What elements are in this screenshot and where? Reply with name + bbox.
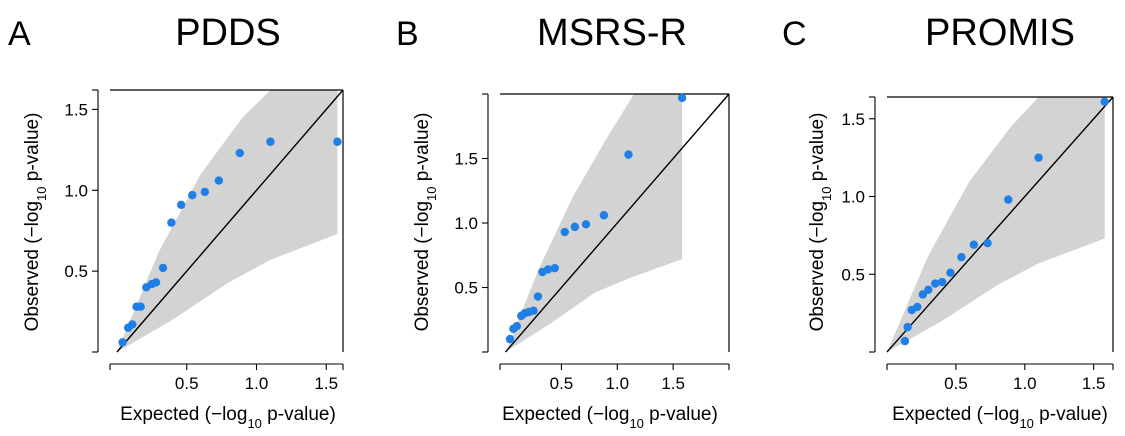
- y-tick-label: 0.5: [64, 262, 88, 281]
- data-point: [550, 263, 559, 273]
- data-point: [983, 238, 992, 248]
- data-point: [957, 252, 966, 262]
- data-point: [570, 222, 580, 232]
- y-tick-label: 1.0: [454, 214, 478, 233]
- data-point: [167, 218, 176, 227]
- confidence-band: [116, 90, 338, 352]
- data-point: [543, 265, 553, 274]
- data-point: [158, 263, 168, 273]
- data-point: [900, 336, 910, 346]
- data-point: [118, 338, 127, 347]
- panel-letter: A: [8, 15, 31, 53]
- data-point: [188, 190, 197, 200]
- data-point: [136, 302, 145, 311]
- y-tick-label: 1.0: [841, 188, 865, 207]
- x-axis-label: Expected (−log10 p-value): [892, 404, 1108, 431]
- data-point: [913, 302, 922, 312]
- data-point: [266, 137, 275, 146]
- data-point: [505, 334, 515, 344]
- x-tick-label: 1.5: [314, 374, 338, 393]
- y-axis-label: Observed (−log10 p-value): [412, 113, 439, 332]
- data-point: [1100, 97, 1109, 106]
- panel-letter: C: [782, 15, 807, 53]
- y-axis-label: Observed (−log10 p-value): [22, 113, 49, 332]
- data-point: [946, 268, 955, 277]
- data-point: [918, 290, 928, 299]
- y-tick-label: 1.5: [64, 100, 88, 119]
- x-tick-label: 1.0: [245, 374, 269, 393]
- identity-line: [116, 89, 344, 353]
- data-point: [333, 137, 342, 146]
- x-tick-label: 1.0: [1013, 374, 1037, 393]
- y-tick-label: 0.5: [841, 265, 865, 284]
- data-point: [533, 292, 543, 301]
- x-tick-label: 1.0: [605, 374, 629, 393]
- y-tick-label: 1.0: [64, 181, 88, 200]
- y-axis-label: Observed (−log10 p-value): [807, 113, 834, 332]
- x-axis-label: Expected (−log10 p-value): [120, 404, 336, 431]
- y-tick-label: 1.5: [841, 110, 865, 129]
- panel-title: MSRS-R: [537, 12, 687, 54]
- data-point: [599, 211, 609, 220]
- data-point: [1034, 153, 1043, 162]
- identity-line: [886, 96, 1114, 353]
- panel-title: PROMIS: [925, 12, 1075, 54]
- confidence-band: [505, 94, 683, 352]
- x-tick-label: 1.5: [661, 374, 685, 393]
- x-tick-label: 0.5: [175, 374, 199, 393]
- data-point: [924, 285, 933, 295]
- panel-c: C PROMIS 0.5 1.0 1.5 0.5 1.0 1.5 Expected (−log1…: [782, 12, 1114, 431]
- data-point: [969, 240, 979, 249]
- x-tick-label: 0.5: [550, 374, 574, 393]
- data-point: [581, 220, 591, 229]
- data-point: [529, 306, 538, 315]
- panel-title: PDDS: [175, 12, 281, 54]
- data-point: [677, 93, 687, 103]
- identity-line: [505, 93, 730, 353]
- data-point: [128, 320, 137, 329]
- y-tick-label: 1.5: [454, 150, 478, 169]
- data-point: [937, 277, 947, 287]
- panel-letter: B: [396, 15, 419, 53]
- data-point: [214, 176, 224, 185]
- panel-b: B MSRS-R 0.5 1.0 1.5 0.5 1.0 1.5 Expected (−log1…: [396, 12, 730, 431]
- data-point: [624, 150, 633, 159]
- data-point: [931, 279, 940, 288]
- data-point: [235, 148, 244, 158]
- data-point: [512, 322, 521, 331]
- confidence-band: [887, 97, 1105, 352]
- data-point: [1004, 195, 1013, 204]
- x-tick-label: 1.5: [1082, 374, 1106, 393]
- data-point: [151, 278, 161, 287]
- data-point: [176, 200, 186, 210]
- data-point: [200, 187, 210, 197]
- panel-a: A PDDS 0.5 1.0 1.5 0.5 1.0 1.5 Expected (−log10 …: [8, 12, 344, 431]
- data-point: [903, 322, 912, 332]
- x-tick-label: 0.5: [944, 374, 968, 393]
- data-point: [560, 227, 569, 237]
- x-axis-label: Expected (−log10 p-value): [502, 404, 718, 431]
- y-tick-label: 0.5: [454, 279, 478, 298]
